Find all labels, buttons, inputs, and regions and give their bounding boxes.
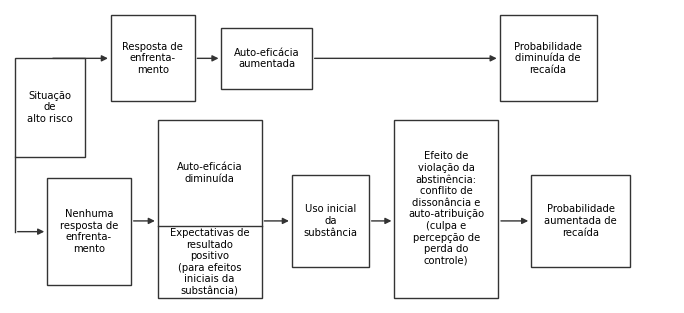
Text: Situação
de
alto risco: Situação de alto risco (27, 91, 73, 124)
Bar (291, 175, 369, 267)
Text: Probabilidade
aumentada de
recaída: Probabilidade aumentada de recaída (544, 204, 617, 238)
Text: Auto-eficácia
aumentada: Auto-eficácia aumentada (234, 48, 300, 69)
Text: Resposta de
enfrenta-
mento: Resposta de enfrenta- mento (122, 42, 183, 75)
Text: Nenhuma
resposta de
enfrenta-
mento: Nenhuma resposta de enfrenta- mento (60, 209, 118, 254)
Bar (222, 28, 312, 89)
Bar (15, 58, 86, 156)
Bar (531, 175, 630, 267)
Bar (47, 178, 131, 285)
Text: Efeito de
violação da
abstinência:
conflito de
dissonância e
auto-atribuição
(cu: Efeito de violação da abstinência: confl… (408, 151, 484, 266)
Bar (157, 120, 261, 298)
Text: Expectativas de
resultado
positivo
(para efeitos
iniciais da
substância): Expectativas de resultado positivo (para… (170, 228, 250, 296)
Bar (111, 15, 194, 101)
Bar (394, 120, 498, 298)
Text: Auto-eficácia
diminuída: Auto-eficácia diminuída (176, 162, 242, 184)
Text: Probabilidade
diminuída de
recaída: Probabilidade diminuída de recaída (514, 42, 582, 75)
Text: Uso inicial
da
substância: Uso inicial da substância (303, 204, 357, 238)
Bar (499, 15, 596, 101)
